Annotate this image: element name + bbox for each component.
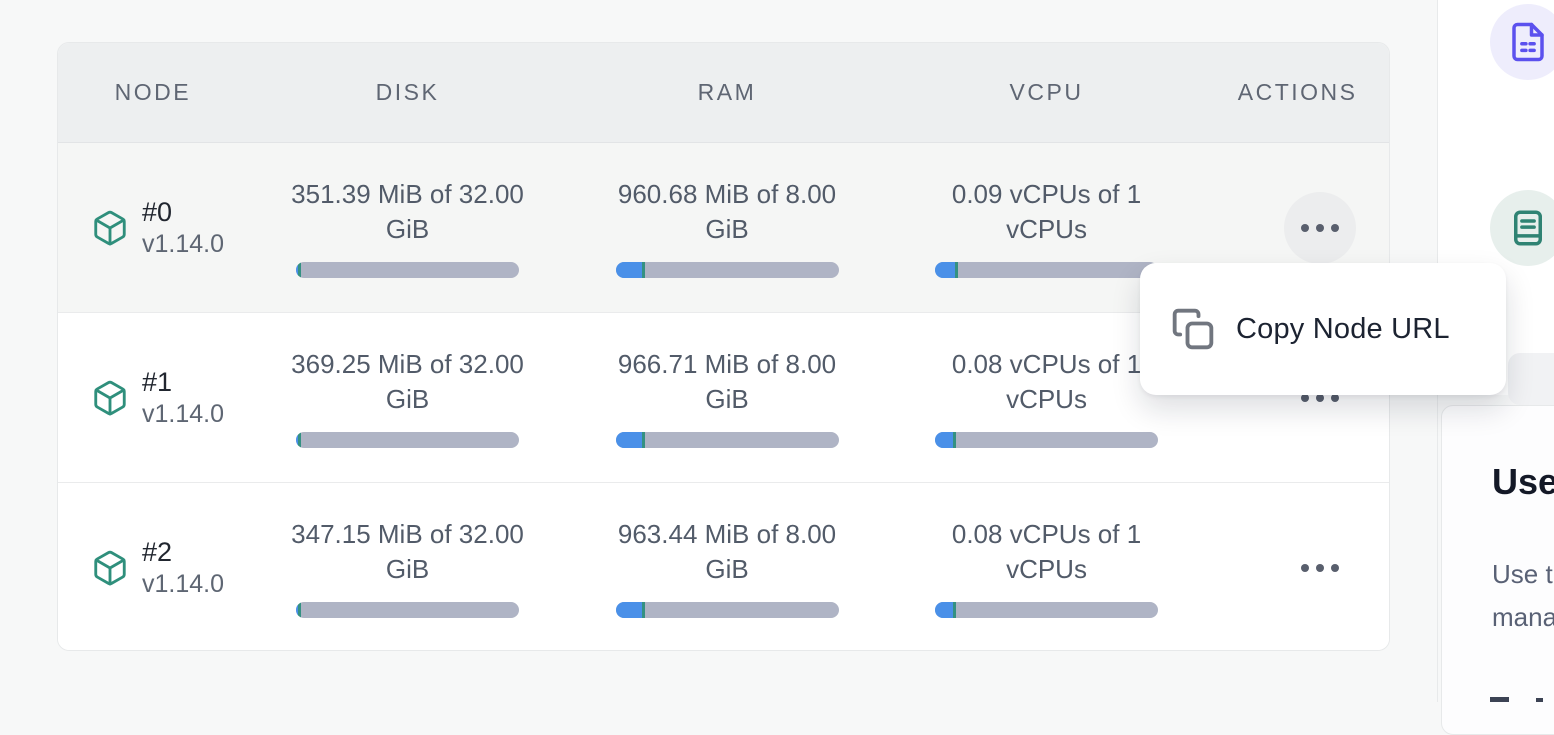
column-header-disk: DISK	[375, 79, 440, 105]
disk-cell: 347.15 MiB of 32.00 GiB	[248, 483, 568, 650]
node-version: v1.14.0	[142, 569, 225, 598]
row-actions-button[interactable]	[1284, 362, 1356, 434]
ram-cell: 963.44 MiB of 8.00 GiB	[567, 483, 887, 650]
table-header-row: NODE DISK RAM VCPU ACTIONS	[58, 43, 1389, 143]
ellipsis-icon	[1300, 563, 1309, 572]
disk-usage-text: 351.39 MiB of 32.00	[291, 179, 524, 209]
node-id: #0	[142, 196, 173, 227]
ram-cell: 960.68 MiB of 8.00 GiB	[567, 143, 887, 312]
row-actions-button[interactable]	[1283, 191, 1356, 264]
disk-usage-text: 347.15 MiB of 32.00	[291, 519, 524, 549]
vcpu-progress-bar	[935, 262, 1159, 278]
document-form-icon	[1512, 22, 1544, 62]
ram-progress-bar	[615, 432, 839, 448]
disk-progress-bar	[296, 432, 520, 448]
vcpu-cell: 0.09 vCPUs of 1 vCPUs	[887, 143, 1207, 312]
column-header-node: NODE	[114, 79, 192, 105]
clipped-text-fragment	[1536, 698, 1543, 702]
ram-usage-text: 960.68 MiB of 8.00	[617, 179, 837, 209]
node-id: #2	[142, 536, 173, 567]
info-card-body: Use t mana	[1492, 553, 1554, 639]
cube-icon	[94, 210, 126, 245]
column-header-ram: RAM	[697, 79, 757, 105]
disk-usage-unit: GiB	[385, 384, 430, 414]
document-form-icon-button[interactable]	[1490, 4, 1554, 80]
menu-item-label: Copy Node URL	[1236, 312, 1450, 345]
info-card-title: Use	[1492, 461, 1554, 502]
column-header-vcpu: VCPU	[1009, 79, 1084, 105]
vcpu-usage-text: 0.09 vCPUs of 1	[951, 179, 1142, 209]
vcpu-usage-text: 0.08 vCPUs of 1	[951, 519, 1142, 549]
row-actions-button[interactable]	[1284, 532, 1356, 604]
table-row: #2 v1.14.0 347.15 MiB of 32.00 GiB 963.4…	[58, 483, 1389, 650]
vcpu-progress-bar	[935, 602, 1159, 618]
ram-usage-unit: GiB	[705, 214, 749, 244]
ram-usage-text: 966.71 MiB of 8.00	[617, 349, 837, 379]
book-icon	[1514, 210, 1542, 246]
node-version: v1.14.0	[142, 399, 225, 428]
ram-usage-unit: GiB	[705, 384, 749, 414]
actions-cell	[1206, 313, 1389, 482]
clipped-panel-fragment	[1508, 353, 1554, 405]
disk-cell: 351.39 MiB of 32.00 GiB	[248, 143, 568, 312]
ram-usage-text: 963.44 MiB of 8.00	[617, 519, 837, 549]
disk-usage-unit: GiB	[385, 214, 430, 244]
cube-icon	[94, 380, 126, 415]
vcpu-usage-unit: vCPUs	[1006, 214, 1087, 244]
node-version: v1.14.0	[142, 229, 225, 258]
table-row: #0 v1.14.0 351.39 MiB of 32.00 GiB 960.6…	[58, 143, 1389, 313]
ram-progress-bar	[615, 602, 839, 618]
node-cell: #2 v1.14.0	[58, 483, 248, 650]
vcpu-usage-text: 0.08 vCPUs of 1	[951, 349, 1142, 379]
vcpu-cell: 0.08 vCPUs of 1 vCPUs	[887, 483, 1207, 650]
disk-usage-unit: GiB	[385, 554, 430, 584]
cube-icon	[94, 550, 126, 585]
info-card-body-line: mana	[1492, 602, 1554, 632]
node-id: #1	[142, 366, 173, 397]
disk-usage-text: 369.25 MiB of 32.00	[291, 349, 524, 379]
ram-progress-bar	[615, 262, 839, 278]
copy-node-url-menu-item[interactable]: Copy Node URL	[1171, 307, 1450, 351]
ellipsis-icon	[1300, 393, 1309, 402]
vcpu-cell: 0.08 vCPUs of 1 vCPUs	[887, 313, 1207, 482]
clipped-text-fragment	[1490, 697, 1509, 702]
actions-cell	[1206, 483, 1389, 650]
disk-progress-bar	[296, 602, 520, 618]
disk-progress-bar	[296, 262, 520, 278]
ram-usage-unit: GiB	[705, 554, 749, 584]
ram-cell: 966.71 MiB of 8.00 GiB	[567, 313, 887, 482]
vcpu-usage-unit: vCPUs	[1006, 384, 1087, 414]
info-card-body-line: Use t	[1492, 559, 1553, 589]
column-header-actions: ACTIONS	[1237, 79, 1358, 105]
copy-icon	[1172, 308, 1214, 350]
info-card: Use Use t mana	[1441, 405, 1554, 735]
context-menu: Copy Node URL	[1140, 263, 1506, 395]
actions-cell	[1206, 143, 1389, 312]
vcpu-usage-unit: vCPUs	[1006, 554, 1087, 584]
disk-cell: 369.25 MiB of 32.00 GiB	[248, 313, 568, 482]
book-icon-button[interactable]	[1490, 190, 1554, 266]
node-cell: #0 v1.14.0	[58, 143, 248, 312]
ellipsis-icon	[1300, 223, 1309, 232]
node-cell: #1 v1.14.0	[58, 313, 248, 482]
vcpu-progress-bar	[935, 432, 1159, 448]
